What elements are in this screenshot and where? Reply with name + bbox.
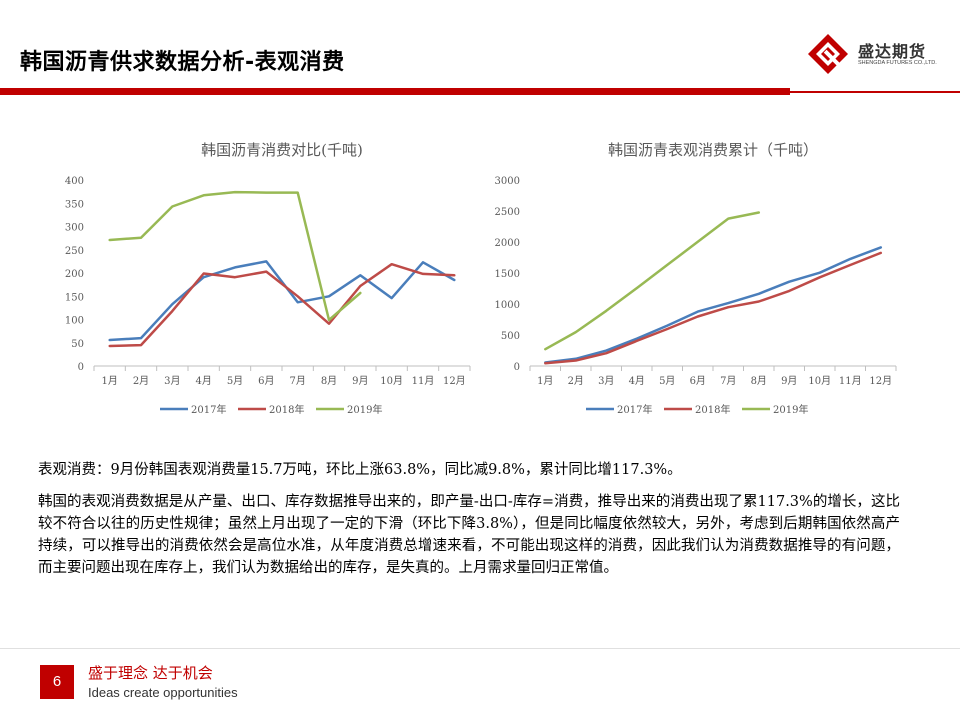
x-tick-label: 9月 xyxy=(352,375,368,387)
x-tick-label: 11月 xyxy=(412,375,435,387)
company-logo: 盛达期货 SHENGDA FUTURES CO.,LTD. xyxy=(806,30,946,80)
x-tick-label: 12月 xyxy=(443,375,466,387)
legend-label: 2018年 xyxy=(695,403,730,416)
x-tick-label: 4月 xyxy=(195,375,211,387)
x-tick-label: 1月 xyxy=(101,375,117,387)
x-tick-label: 4月 xyxy=(629,375,645,387)
series-line-2018年 xyxy=(544,251,883,365)
y-tick-label: 3000 xyxy=(495,176,520,187)
y-tick-label: 50 xyxy=(71,339,84,350)
series-line-2017年 xyxy=(544,246,883,364)
x-tick-label: 5月 xyxy=(659,375,675,387)
x-tick-label: 3月 xyxy=(598,375,614,387)
legend-label: 2017年 xyxy=(191,403,226,416)
y-tick-label: 250 xyxy=(65,246,84,257)
x-tick-label: 5月 xyxy=(227,375,243,387)
x-tick-label: 2月 xyxy=(568,375,584,387)
legend-label: 2019年 xyxy=(773,403,808,416)
x-tick-label: 9月 xyxy=(781,375,797,387)
chart-consumption-comparison-svg: 韩国沥青消费对比(千吨) 0 50 100 150 200 250 300 350 400 1月 2月… xyxy=(65,141,471,416)
page-title: 韩国沥青供求数据分析-表观消费 xyxy=(20,50,345,75)
x-tick-label: 3月 xyxy=(164,375,180,387)
summary-paragraph: 表观消费：9月份韩国表观消费量15.7万吨，环比上涨63.8%，同比减9.8%，… xyxy=(38,462,682,478)
slogan-english: Ideas create opportunities xyxy=(88,685,238,700)
y-tick-label: 0 xyxy=(78,362,84,373)
chart-consumption-comparison: 韩国沥青消费对比(千吨) 0 50 100 150 200 250 300 350 400 1月 2月… xyxy=(60,130,480,430)
y-tick-label: 150 xyxy=(65,292,84,303)
chart-title: 韩国沥青消费对比(千吨) xyxy=(201,141,363,159)
x-tick-label: 8月 xyxy=(321,375,337,387)
x-tick-label: 6月 xyxy=(690,375,706,387)
y-tick-label: 350 xyxy=(65,199,84,210)
y-tick-label: 500 xyxy=(501,331,520,342)
y-tick-label: 200 xyxy=(65,269,84,280)
chart-title: 韩国沥青表观消费累计（千吨） xyxy=(608,141,818,159)
y-tick-label: 1000 xyxy=(495,300,520,311)
slogan-chinese: 盛于理念 达于机会 xyxy=(88,664,213,682)
x-tick-label: 10月 xyxy=(808,375,831,387)
y-tick-label: 2000 xyxy=(495,238,520,249)
logo-text: 盛达期货 xyxy=(858,42,927,61)
series-line-2019年 xyxy=(108,190,362,322)
legend-label: 2018年 xyxy=(269,403,304,416)
logo-mark-icon xyxy=(808,34,848,74)
y-tick-label: 2500 xyxy=(495,207,520,218)
y-tick-label: 300 xyxy=(65,223,84,234)
y-tick-label: 0 xyxy=(514,362,520,373)
y-tick-label: 1500 xyxy=(495,269,520,280)
x-tick-label: 8月 xyxy=(751,375,767,387)
x-tick-label: 7月 xyxy=(720,375,736,387)
chart-cumulative-consumption: 韩国沥青表观消费累计（千吨） 0 500 1000 1500 2000 2500 3000 1月… xyxy=(480,130,910,430)
title-rule-thin xyxy=(790,91,960,93)
x-tick-label: 10月 xyxy=(380,375,403,387)
x-tick-label: 2月 xyxy=(133,375,149,387)
x-tick-label: 6月 xyxy=(258,375,274,387)
x-tick-label: 11月 xyxy=(839,375,862,387)
y-tick-label: 400 xyxy=(65,176,84,187)
x-tick-label: 1月 xyxy=(537,375,553,387)
chart-cumulative-consumption-svg: 韩国沥青表观消费累计（千吨） 0 500 1000 1500 2000 2500 3000 1月… xyxy=(495,141,897,416)
title-rule xyxy=(0,88,790,95)
page-number-badge: 6 xyxy=(40,665,74,699)
x-tick-label: 12月 xyxy=(869,375,892,387)
footer-rule xyxy=(0,648,960,649)
legend-label: 2019年 xyxy=(347,403,382,416)
series-line-2019年 xyxy=(544,211,761,351)
y-tick-label: 100 xyxy=(65,316,84,327)
legend-label: 2017年 xyxy=(617,403,652,416)
series-line-2017年 xyxy=(108,260,456,342)
series-line-2018年 xyxy=(108,262,456,348)
x-tick-label: 7月 xyxy=(289,375,305,387)
logo-subtext: SHENGDA FUTURES CO.,LTD. xyxy=(858,60,937,66)
analysis-paragraph: 韩国的表观消费数据是从产量、出口、库存数据推导出来的，即产量-出口-库存=消费，… xyxy=(38,494,900,576)
